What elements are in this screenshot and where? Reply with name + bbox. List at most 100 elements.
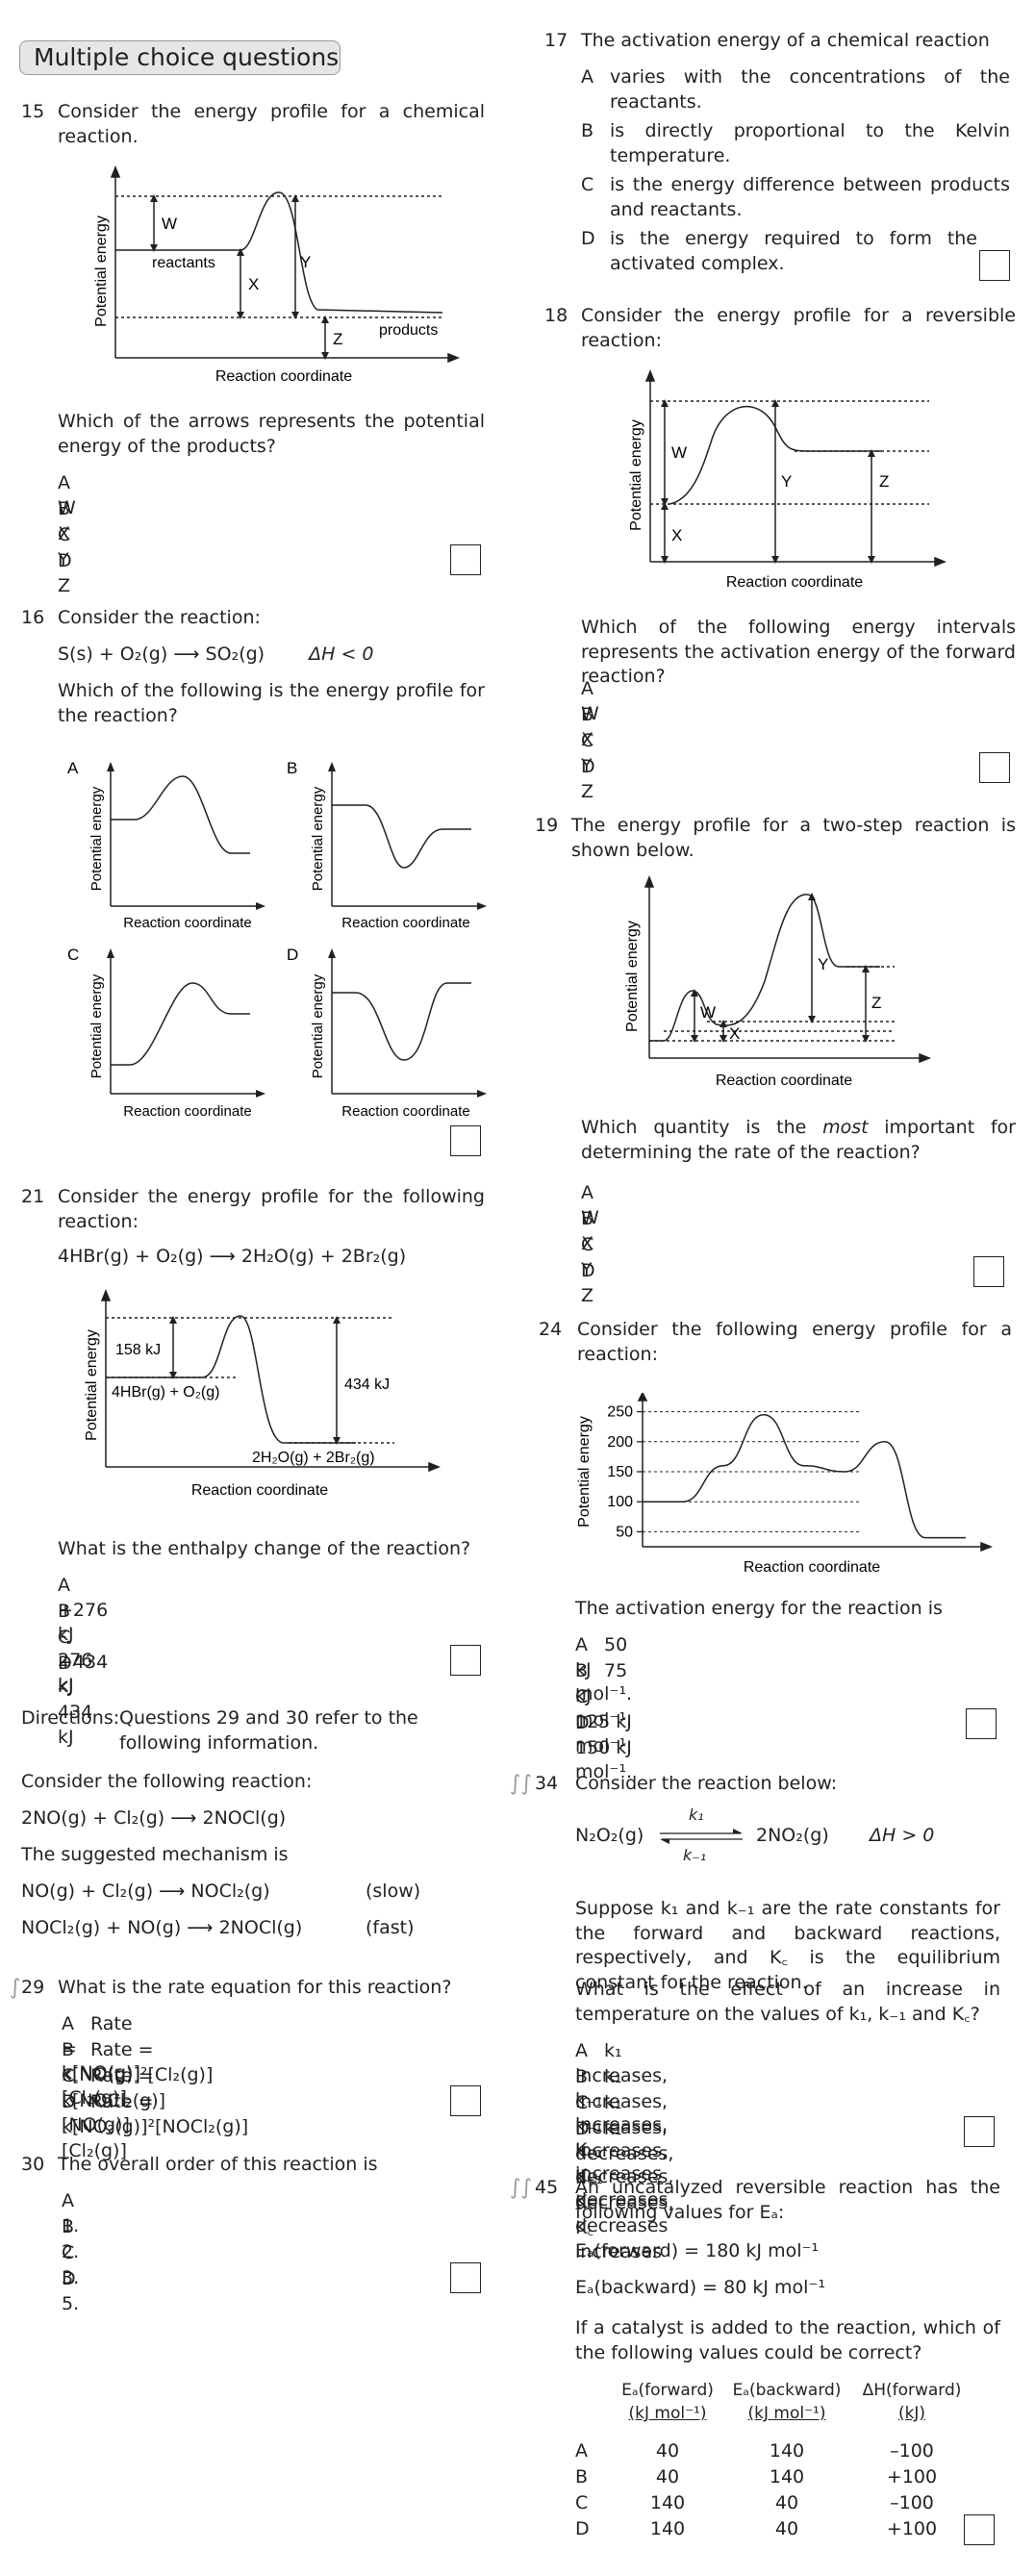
q45-table: Eₐ(forward) Eₐ(backward) ΔH(forward) (kJ… [575, 2380, 998, 2563]
products-label: products [379, 322, 438, 339]
answer-box-15[interactable] [450, 544, 481, 575]
arrow-x-label: X [248, 275, 259, 293]
option-d[interactable]: D150 kJ mol⁻¹. [575, 1712, 633, 1783]
answer-box-34[interactable] [964, 2116, 995, 2147]
answer-box-21[interactable] [450, 1645, 481, 1676]
arrow-z-label: Z [333, 330, 342, 348]
question-text: Consider the energy profile for the foll… [58, 1186, 485, 1232]
graph-a-label: A [67, 759, 79, 777]
option-b[interactable]: B–276 kJ [58, 1601, 93, 1696]
question-number: 19 [535, 815, 559, 836]
option-b[interactable]: B2. [62, 2216, 80, 2262]
option-d[interactable]: DZ [581, 1260, 595, 1306]
y-axis-label: Potential energy [310, 786, 326, 891]
answer-box-17[interactable] [979, 250, 1010, 281]
enthalpy: ΔH < 0 [309, 644, 374, 665]
option-d[interactable]: DZ [581, 756, 595, 802]
question-text: An uncatalyzed reversible reaction has t… [575, 2177, 1000, 2223]
reactants-label: reactants [152, 255, 215, 271]
equilibrium-arrows [660, 1829, 743, 1844]
y-tick-label: 150 [607, 1464, 633, 1480]
mechanism-step-2: NOCl₂(g) + NO(g) ⟶ 2NOCl(g) [21, 1917, 303, 1938]
y-axis-label: Potential energy [84, 1329, 100, 1441]
option-a[interactable]: A Rate = k[NO(g)][Cl₂(g)] [62, 2013, 140, 2109]
q45-question: If a catalyst is added to the reaction, … [575, 2317, 1000, 2363]
backward-rate-constant: k₋₁ [683, 1846, 707, 1864]
q18-energy-profile: Potential energy Reaction coordinate W X… [628, 369, 947, 591]
answer-box-45[interactable] [964, 2514, 995, 2545]
option-b[interactable]: B 75 kJ mol⁻¹. [575, 1660, 633, 1731]
option-d[interactable]: D5. [62, 2268, 80, 2314]
option-c[interactable]: CY [58, 524, 71, 570]
question-text: Which of the arrows represents the poten… [58, 411, 485, 457]
equation-left: N₂O₂(g) [575, 1825, 644, 1846]
overall-equation: 2NO(g) + Cl₂(g) ⟶ 2NOCl(g) [21, 1807, 287, 1829]
option-b[interactable]: BX [581, 1208, 594, 1254]
enthalpy: ΔH > 0 [870, 1825, 935, 1846]
question-number: 15 [21, 101, 45, 122]
annotation-mark: ∫∫ [510, 2176, 532, 2200]
equation: S(s) + O₂(g) ⟶ SO₂(g) [58, 644, 265, 665]
y-axis-label: Potential energy [624, 921, 641, 1032]
question-text: Which of the following energy intervals … [581, 617, 1016, 688]
option-a[interactable]: AW [581, 678, 599, 724]
option-c[interactable]: C Rate = k[NOCl₂(g)][NO(g)] [62, 2065, 166, 2136]
graph-c-label: C [67, 946, 79, 964]
answer-box-16[interactable] [450, 1125, 481, 1156]
option-a[interactable]: A1. [62, 2190, 80, 2236]
option-a[interactable]: A+276 kJ [58, 1575, 109, 1646]
option-a[interactable]: AW [58, 472, 76, 518]
equation-right: 2NO₂(g) [756, 1825, 829, 1846]
answer-box-24[interactable] [966, 1708, 997, 1739]
option-c[interactable]: C+434 kJ [58, 1627, 109, 1698]
question-text: Consider the energy profile for a chemic… [58, 101, 485, 147]
mechanism-text: The suggested mechanism is [21, 1844, 289, 1865]
x-axis-label: Reaction coordinate [726, 574, 863, 591]
answer-box-30[interactable] [450, 2262, 481, 2293]
option-c[interactable]: CY [581, 730, 594, 776]
q15-energy-profile: Potential energy Reaction coordinate rea… [93, 165, 461, 385]
question-text: What is the rate equation for this react… [58, 1977, 452, 1998]
option-b[interactable]: BX [581, 704, 594, 750]
x-axis-label: Reaction coordinate [191, 1482, 328, 1499]
option-d[interactable]: D–434 kJ [58, 1653, 93, 1748]
arrow-x-label: X [729, 1024, 740, 1043]
x-axis-label: Reaction coordinate [123, 915, 251, 931]
question-number: 34 [535, 1773, 559, 1794]
option-d[interactable]: D Rate = k[NO₂(g)]²[NOCl₂(g)][Cl₂(g)] [62, 2091, 249, 2162]
option-a[interactable]: AW [581, 1182, 599, 1228]
answer-box-29[interactable] [450, 2085, 481, 2116]
section-header: Multiple choice questions [19, 40, 341, 75]
option-b[interactable]: B Rate = k[NO(g)]²[Cl₂(g)] [62, 2039, 214, 2085]
question-text: The activation energy for the reaction i… [575, 1598, 943, 1619]
answer-box-19[interactable] [973, 1256, 1004, 1287]
option-a[interactable]: A 50 kJ mol⁻¹. [575, 1634, 633, 1705]
q19-energy-profile: Potential energy Reaction coordinate W X… [624, 875, 932, 1089]
answer-box-18[interactable] [979, 752, 1010, 783]
option-d[interactable]: DZ [58, 550, 72, 596]
question-text: What is the enthalpy change of the react… [58, 1538, 471, 1559]
q21-energy-profile: Potential energy Reaction coordinate 158… [84, 1289, 442, 1499]
col-unit: (kJ) [897, 2404, 926, 2423]
option-c[interactable]: C125 kJ mol⁻¹. [575, 1686, 633, 1757]
energy-label-434: 434 kJ [344, 1376, 390, 1393]
question-text: The overall order of this reaction is [58, 2154, 378, 2175]
option-c[interactable]: CY [581, 1234, 594, 1280]
question-number: 30 [21, 2154, 45, 2175]
col-header: ΔH(forward) [862, 2381, 962, 2400]
y-axis-label: Potential energy [310, 973, 326, 1078]
arrow-w-label: W [162, 215, 177, 233]
option-c[interactable]: C3. [62, 2242, 80, 2288]
y-axis-label: Potential energy [576, 1416, 593, 1528]
arrow-x-label: X [671, 526, 682, 544]
option-b[interactable]: BX [58, 498, 71, 544]
arrow-y-label: Y [300, 253, 311, 271]
